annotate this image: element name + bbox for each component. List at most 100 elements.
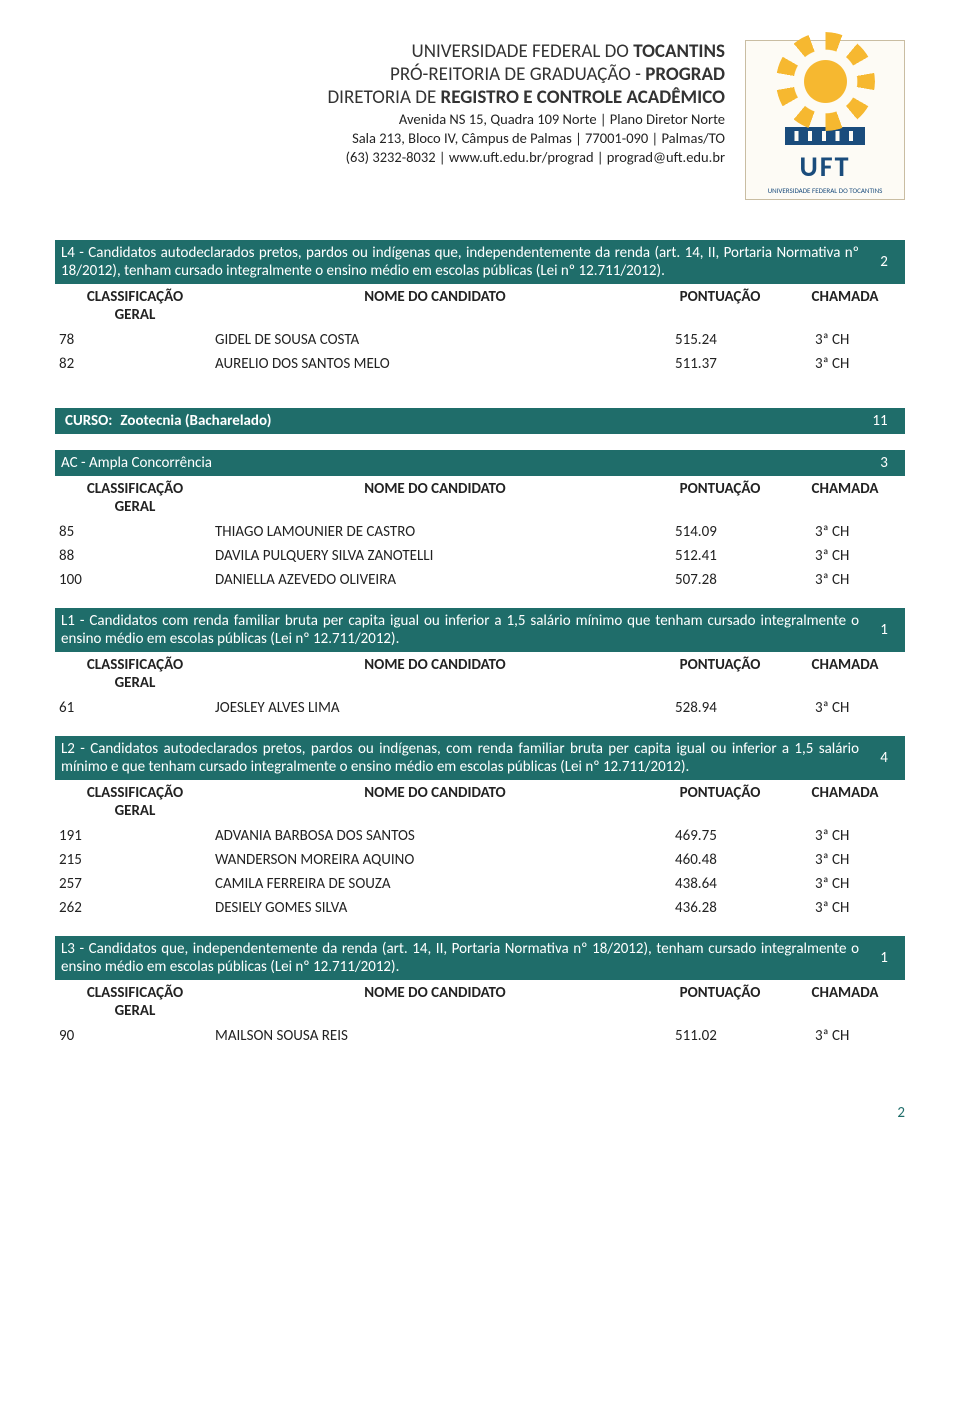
category-count: 3 [869, 454, 899, 472]
table-row: 85THIAGO LAMOUNIER DE CASTRO514.093ª CH [55, 520, 905, 544]
cell-call: 3ª CH [785, 827, 905, 845]
cell-name: ADVANIA BARBOSA DOS SANTOS [215, 827, 655, 845]
cell-rank: 78 [55, 331, 215, 349]
cell-rank: 61 [55, 699, 215, 717]
category-count: 2 [869, 253, 899, 271]
header-line3-b: REGISTRO E CONTROLE ACADÊMICO [441, 86, 725, 109]
cell-score: 438.64 [655, 875, 785, 893]
table-row: 100DANIELLA AZEVEDO OLIVEIRA507.283ª CH [55, 568, 905, 592]
header-line-1: UNIVERSIDADE FEDERAL DO TOCANTINS [55, 40, 725, 63]
col-name-header: NOME DO CANDIDATO [215, 784, 655, 820]
cell-name: THIAGO LAMOUNIER DE CASTRO [215, 523, 655, 541]
category-bar: L4 - Candidatos autodeclarados pretos, p… [55, 240, 905, 284]
col-score-header: PONTUAÇÃO [655, 984, 785, 1020]
cell-call: 3ª CH [785, 699, 905, 717]
category-text: AC - Ampla Concorrência [61, 454, 869, 472]
category-text: L3 - Candidatos que, independentemente d… [61, 940, 869, 976]
category-text: L2 - Candidatos autodeclarados pretos, p… [61, 740, 869, 776]
cell-rank: 85 [55, 523, 215, 541]
header-line2-b: PROGRAD [645, 63, 725, 86]
col-rank-header: CLASSIFICAÇÃOGERAL [55, 656, 215, 692]
category-text: L4 - Candidatos autodeclarados pretos, p… [61, 244, 869, 280]
cell-name: MAILSON SOUSA REIS [215, 1027, 655, 1045]
col-call-header: CHAMADA [785, 480, 905, 516]
cell-score: 507.28 [655, 571, 785, 589]
cell-rank: 90 [55, 1027, 215, 1045]
page-number: 2 [55, 1104, 905, 1122]
header-text-block: UNIVERSIDADE FEDERAL DO TOCANTINS PRÓ-RE… [55, 40, 745, 166]
table-row: 78GIDEL DE SOUSA COSTA515.243ª CH [55, 328, 905, 352]
table-header: CLASSIFICAÇÃOGERALNOME DO CANDIDATOPONTU… [55, 284, 905, 328]
cell-call: 3ª CH [785, 875, 905, 893]
logo-text: UFT [800, 149, 851, 184]
content-area: L4 - Candidatos autodeclarados pretos, p… [55, 240, 905, 1064]
cell-rank: 82 [55, 355, 215, 373]
course-name: Zootecnia (Bacharelado) [120, 412, 865, 430]
category-bar: L3 - Candidatos que, independentemente d… [55, 936, 905, 980]
col-score-header: PONTUAÇÃO [655, 288, 785, 324]
header-line1-b: TOCANTINS [633, 40, 725, 63]
col-rank-header: CLASSIFICAÇÃOGERAL [55, 288, 215, 324]
cell-rank: 88 [55, 547, 215, 565]
cell-call: 3ª CH [785, 331, 905, 349]
cell-score: 528.94 [655, 699, 785, 717]
col-rank-header: CLASSIFICAÇÃOGERAL [55, 784, 215, 820]
cell-score: 436.28 [655, 899, 785, 917]
col-rank-header: CLASSIFICAÇÃOGERAL [55, 984, 215, 1020]
uft-logo: UFT UNIVERSIDADE FEDERAL DO TOCANTINS [745, 40, 905, 200]
col-rank-header: CLASSIFICAÇÃOGERAL [55, 480, 215, 516]
cell-name: DANIELLA AZEVEDO OLIVEIRA [215, 571, 655, 589]
table-row: 90MAILSON SOUSA REIS511.023ª CH [55, 1024, 905, 1048]
header-line2-a: PRÓ-REITORIA DE GRADUAÇÃO - [390, 63, 645, 86]
table-row: 215WANDERSON MOREIRA AQUINO460.483ª CH [55, 848, 905, 872]
header-line-2: PRÓ-REITORIA DE GRADUAÇÃO - PROGRAD [55, 63, 725, 86]
col-call-header: CHAMADA [785, 656, 905, 692]
cell-rank: 100 [55, 571, 215, 589]
col-name-header: NOME DO CANDIDATO [215, 984, 655, 1020]
col-score-header: PONTUAÇÃO [655, 784, 785, 820]
category-bar: AC - Ampla Concorrência3 [55, 450, 905, 476]
cell-score: 515.24 [655, 331, 785, 349]
category-count: 1 [869, 621, 899, 639]
header-addr-2: Sala 213, Bloco IV, Câmpus de Palmas | 7… [55, 129, 725, 147]
col-score-header: PONTUAÇÃO [655, 656, 785, 692]
cell-rank: 262 [55, 899, 215, 917]
table-header: CLASSIFICAÇÃOGERALNOME DO CANDIDATOPONTU… [55, 476, 905, 520]
cell-score: 512.41 [655, 547, 785, 565]
cell-score: 469.75 [655, 827, 785, 845]
cell-call: 3ª CH [785, 899, 905, 917]
cell-call: 3ª CH [785, 571, 905, 589]
table-header: CLASSIFICAÇÃOGERALNOME DO CANDIDATOPONTU… [55, 780, 905, 824]
cell-call: 3ª CH [785, 523, 905, 541]
col-name-header: NOME DO CANDIDATO [215, 288, 655, 324]
course-count: 11 [865, 412, 895, 430]
cell-name: DAVILA PULQUERY SILVA ZANOTELLI [215, 547, 655, 565]
course-label: CURSO: [65, 412, 112, 430]
table-row: 82AURELIO DOS SANTOS MELO511.373ª CH [55, 352, 905, 376]
category-bar: L2 - Candidatos autodeclarados pretos, p… [55, 736, 905, 780]
cell-call: 3ª CH [785, 547, 905, 565]
cell-score: 460.48 [655, 851, 785, 869]
cell-name: JOESLEY ALVES LIMA [215, 699, 655, 717]
cell-name: CAMILA FERREIRA DE SOUZA [215, 875, 655, 893]
table-header: CLASSIFICAÇÃOGERALNOME DO CANDIDATOPONTU… [55, 652, 905, 696]
col-call-header: CHAMADA [785, 984, 905, 1020]
table-header: CLASSIFICAÇÃOGERALNOME DO CANDIDATOPONTU… [55, 980, 905, 1024]
header-line-3: DIRETORIA DE REGISTRO E CONTROLE ACADÊMI… [55, 86, 725, 109]
cell-score: 514.09 [655, 523, 785, 541]
header-line1-a: UNIVERSIDADE FEDERAL DO [412, 40, 634, 63]
sun-icon [788, 44, 863, 119]
header-addr-1: Avenida NS 15, Quadra 109 Norte | Plano … [55, 110, 725, 128]
logo-caption: UNIVERSIDADE FEDERAL DO TOCANTINS [764, 184, 887, 197]
cell-score: 511.37 [655, 355, 785, 373]
table-row: 61JOESLEY ALVES LIMA528.943ª CH [55, 696, 905, 720]
cell-name: AURELIO DOS SANTOS MELO [215, 355, 655, 373]
category-text: L1 - Candidatos com renda familiar bruta… [61, 612, 869, 648]
cell-name: WANDERSON MOREIRA AQUINO [215, 851, 655, 869]
document-header: UNIVERSIDADE FEDERAL DO TOCANTINS PRÓ-RE… [55, 40, 905, 200]
category-count: 1 [869, 949, 899, 967]
col-score-header: PONTUAÇÃO [655, 480, 785, 516]
cell-call: 3ª CH [785, 851, 905, 869]
cell-name: GIDEL DE SOUSA COSTA [215, 331, 655, 349]
cell-name: DESIELY GOMES SILVA [215, 899, 655, 917]
